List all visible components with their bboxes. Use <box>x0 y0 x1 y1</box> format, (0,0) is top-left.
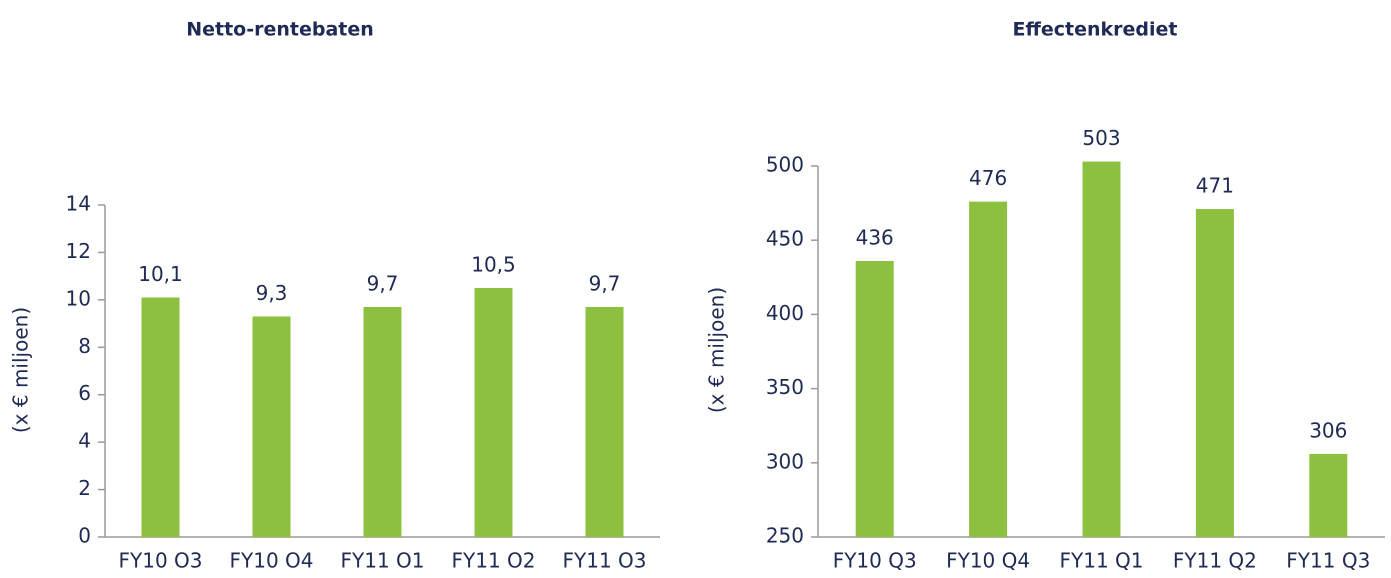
bar <box>855 260 894 537</box>
x-tick-label: FY10 Q3 <box>833 549 917 573</box>
y-tick-label: 2 <box>78 476 91 500</box>
chart-title: Effectenkrediet <box>1013 19 1178 41</box>
data-label: 9,7 <box>367 271 399 295</box>
y-tick-label: 10 <box>66 286 91 310</box>
data-label: 306 <box>1309 418 1347 442</box>
data-label: 436 <box>856 225 894 249</box>
x-tick-label: FY10 O3 <box>119 549 203 573</box>
bar <box>969 201 1008 537</box>
x-tick-label: FY10 O4 <box>230 549 314 573</box>
bar <box>1309 453 1348 537</box>
data-label: 476 <box>969 166 1007 190</box>
data-label: 471 <box>1196 174 1234 198</box>
bar <box>585 306 624 537</box>
x-tick-label: FY10 Q4 <box>946 549 1030 573</box>
y-tick-label: 12 <box>66 239 91 263</box>
chart-title: Netto-rentebaten <box>186 19 374 41</box>
x-tick-label: FY11 Q2 <box>1173 549 1257 573</box>
y-tick-label: 8 <box>78 334 91 358</box>
data-label: 10,1 <box>138 262 183 286</box>
y-tick-label: 450 <box>766 227 804 251</box>
y-tick-label: 400 <box>766 301 804 325</box>
x-tick-label: FY11 O1 <box>341 549 425 573</box>
bar <box>1082 161 1121 537</box>
y-tick-label: 0 <box>78 524 91 548</box>
y-tick-label: 14 <box>66 192 91 216</box>
y-tick-label: 4 <box>78 429 91 453</box>
y-axis-label: (x € miljoen) <box>9 307 33 433</box>
bar <box>141 297 180 537</box>
bar <box>252 316 291 537</box>
data-label: 9,7 <box>589 271 621 295</box>
x-tick-label: FY11 Q3 <box>1286 549 1370 573</box>
x-tick-label: FY11 Q1 <box>1060 549 1144 573</box>
bar <box>363 306 402 537</box>
data-label: 503 <box>1082 126 1120 150</box>
y-tick-label: 6 <box>78 381 91 405</box>
y-tick-label: 250 <box>766 524 804 548</box>
y-axis-label: (x € miljoen) <box>705 287 729 413</box>
data-label: 9,3 <box>256 281 288 305</box>
bar <box>474 288 513 537</box>
x-tick-label: FY11 O2 <box>452 549 536 573</box>
y-tick-label: 300 <box>766 449 804 473</box>
x-tick-label: FY11 O3 <box>563 549 647 573</box>
y-tick-label: 350 <box>766 375 804 399</box>
data-label: 10,5 <box>471 253 516 277</box>
y-tick-label: 500 <box>766 153 804 177</box>
bar <box>1195 209 1234 537</box>
